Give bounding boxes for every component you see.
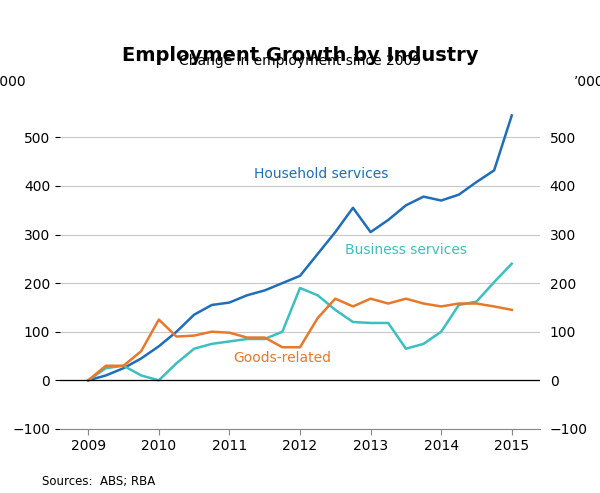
Text: ’000: ’000 [0, 75, 26, 89]
Text: ’000: ’000 [574, 75, 600, 89]
Text: Change in employment since 2009: Change in employment since 2009 [179, 54, 421, 69]
Text: Business services: Business services [345, 243, 467, 257]
Text: Household services: Household services [254, 167, 388, 181]
Title: Employment Growth by Industry: Employment Growth by Industry [122, 46, 478, 65]
Text: Goods-related: Goods-related [233, 352, 331, 365]
Text: Sources:  ABS; RBA: Sources: ABS; RBA [42, 475, 155, 488]
